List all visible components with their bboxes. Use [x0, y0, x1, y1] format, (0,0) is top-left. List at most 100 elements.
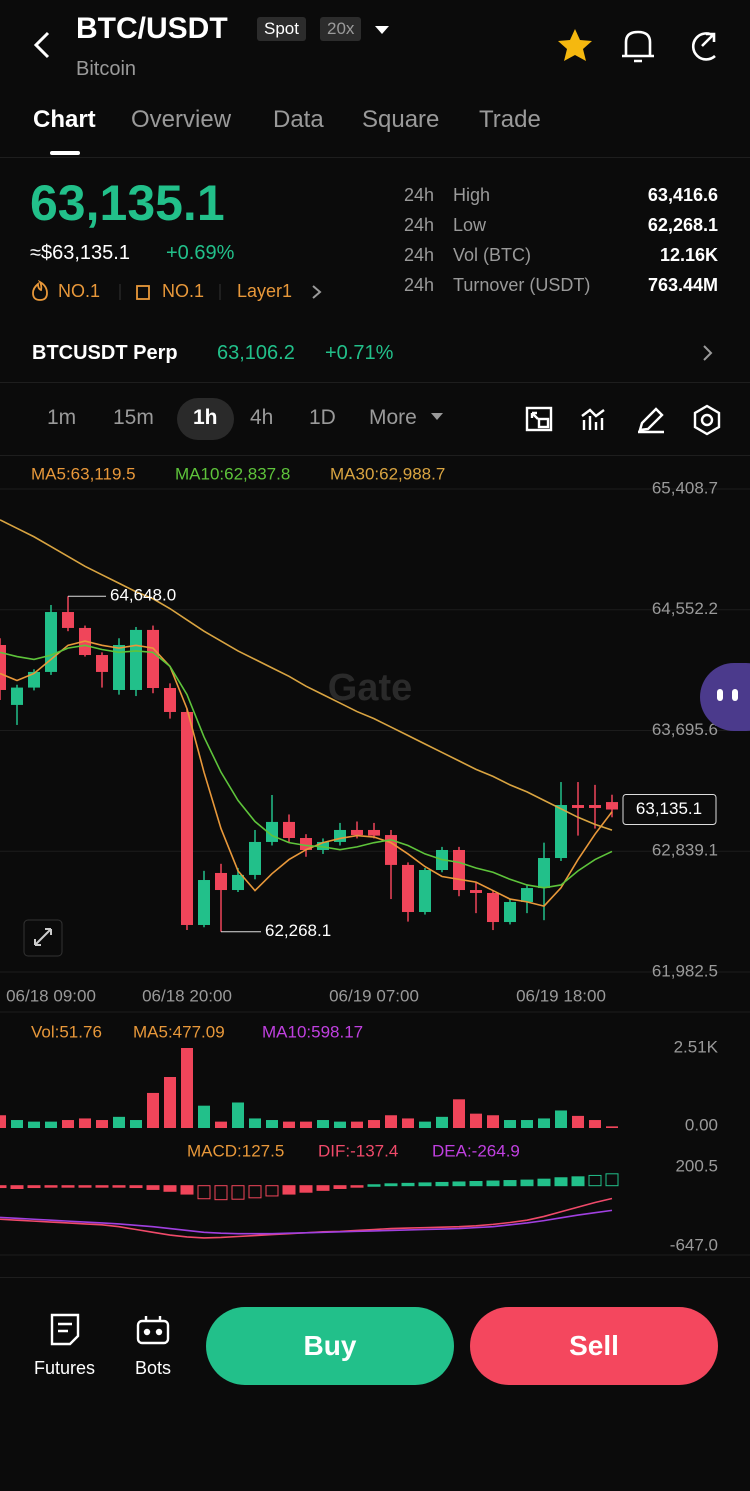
stat-value: 763.44M [647, 275, 718, 295]
expand-button[interactable] [23, 919, 63, 957]
macd-bar [418, 1182, 432, 1187]
macd-bar [282, 1185, 296, 1195]
chevron [703, 345, 713, 361]
divider [0, 157, 750, 158]
kline-chart: Gate 65,408.7 64,552.2 63,695.6 62,839.1 61,… [0, 464, 750, 1256]
ma-legend: MA5:63,119.5 [31, 464, 136, 483]
candle-body [232, 874, 244, 891]
sell-button[interactable]: Sell [470, 1307, 718, 1385]
tab[interactable]: Overview [131, 106, 232, 133]
macd-bar [435, 1181, 449, 1187]
tab[interactable]: Data [273, 106, 324, 133]
divider [0, 455, 750, 456]
candle-body [351, 829, 363, 836]
nav-label[interactable]: Futures [34, 1358, 96, 1378]
header-icons[interactable] [556, 26, 736, 66]
stat-period: 24h [404, 275, 435, 295]
macd-legend: DIF:-137.4 [318, 1141, 398, 1160]
interval[interactable]: 1h [193, 406, 218, 429]
volume-bar [470, 1113, 482, 1128]
tab[interactable]: Square [362, 106, 440, 133]
macd-tick-label: -647.0 [670, 1235, 718, 1254]
candle-body [606, 802, 618, 810]
y-tick-label: 61,982.5 [652, 961, 718, 980]
dea-line [0, 1209, 613, 1235]
macd-bar [197, 1185, 211, 1200]
volume-bar [453, 1099, 465, 1128]
volume-tick-label: 2.51K [674, 1037, 719, 1056]
macd-bar [265, 1185, 279, 1197]
candle-body [589, 805, 601, 808]
candle-body [487, 892, 499, 923]
macd-bar [214, 1185, 228, 1201]
volume-bar [96, 1120, 108, 1128]
chart-tools[interactable] [524, 404, 724, 436]
stat-period: 24h [404, 245, 435, 265]
candle-body [504, 902, 516, 923]
volume-bar [113, 1116, 125, 1128]
macd-bar [231, 1185, 245, 1200]
caret [431, 413, 443, 420]
volume-bar [283, 1121, 295, 1128]
interval[interactable]: More [369, 406, 417, 429]
macd-legend: DEA:-264.9 [432, 1141, 520, 1160]
ma-line [0, 640, 613, 907]
tag-icons [32, 280, 322, 301]
perp-name[interactable]: BTCUSDT Perp [32, 342, 178, 364]
interval[interactable]: 1m [47, 406, 77, 429]
macd-bar [605, 1173, 619, 1187]
macd-bar [554, 1177, 568, 1187]
volume-legend: MA5:477.09 [133, 1022, 225, 1041]
interval[interactable]: 4h [250, 406, 274, 429]
ma-legend: MA30:62,988.7 [330, 464, 445, 483]
x-tick-label: 06/18 20:00 [142, 986, 232, 1005]
volume-bar [334, 1121, 346, 1128]
candle-body [334, 829, 346, 842]
stat-value: 62,268.1 [647, 215, 718, 235]
volume-bar [385, 1115, 397, 1128]
interval[interactable]: 1D [309, 406, 336, 429]
volume-bar [487, 1115, 499, 1128]
macd-bar [112, 1185, 126, 1188]
volume-bar [147, 1092, 159, 1128]
tab[interactable]: Trade [479, 106, 541, 133]
candle-body [181, 711, 193, 925]
volume-bar [232, 1102, 244, 1128]
volume-bar [198, 1105, 210, 1128]
volume-bar [62, 1120, 74, 1128]
candle-body [28, 671, 40, 688]
macd-bar [401, 1182, 415, 1187]
nav-icons[interactable] [48, 1312, 178, 1348]
candle-body [572, 805, 584, 808]
volume-bar [45, 1121, 57, 1128]
nav-label[interactable]: Bots [135, 1358, 172, 1378]
tab[interactable]: Chart [33, 106, 96, 133]
tag[interactable]: Layer1 [237, 281, 293, 301]
ma-legend: MA10:62,837.8 [175, 464, 290, 483]
volume-bar [351, 1121, 363, 1128]
volume-bar [181, 1048, 193, 1128]
candle-body [368, 829, 380, 836]
stat-label: Vol (BTC) [453, 245, 532, 265]
volume-legend: MA10:598.17 [262, 1022, 363, 1041]
candle-body [164, 688, 176, 712]
interval[interactable]: 15m [113, 406, 154, 429]
divider [0, 1277, 750, 1278]
macd-bar [27, 1185, 41, 1189]
stat-value: 63,416.6 [647, 185, 718, 205]
assistant-bubble[interactable] [700, 663, 750, 731]
candle-body [11, 687, 23, 705]
buy-button[interactable]: Buy [206, 1307, 454, 1385]
macd-bar [129, 1185, 143, 1189]
macd-bar [571, 1176, 585, 1187]
badge[interactable]: 20x [320, 17, 362, 41]
macd-bar [180, 1185, 194, 1195]
candle-body [300, 838, 312, 850]
volume-bar [249, 1118, 261, 1128]
volume-bar [368, 1120, 380, 1128]
badge: Spot [257, 17, 306, 41]
macd-legend: MACD:127.5 [187, 1141, 284, 1160]
tab-indicator [50, 151, 80, 155]
back-icon[interactable] [30, 30, 56, 60]
